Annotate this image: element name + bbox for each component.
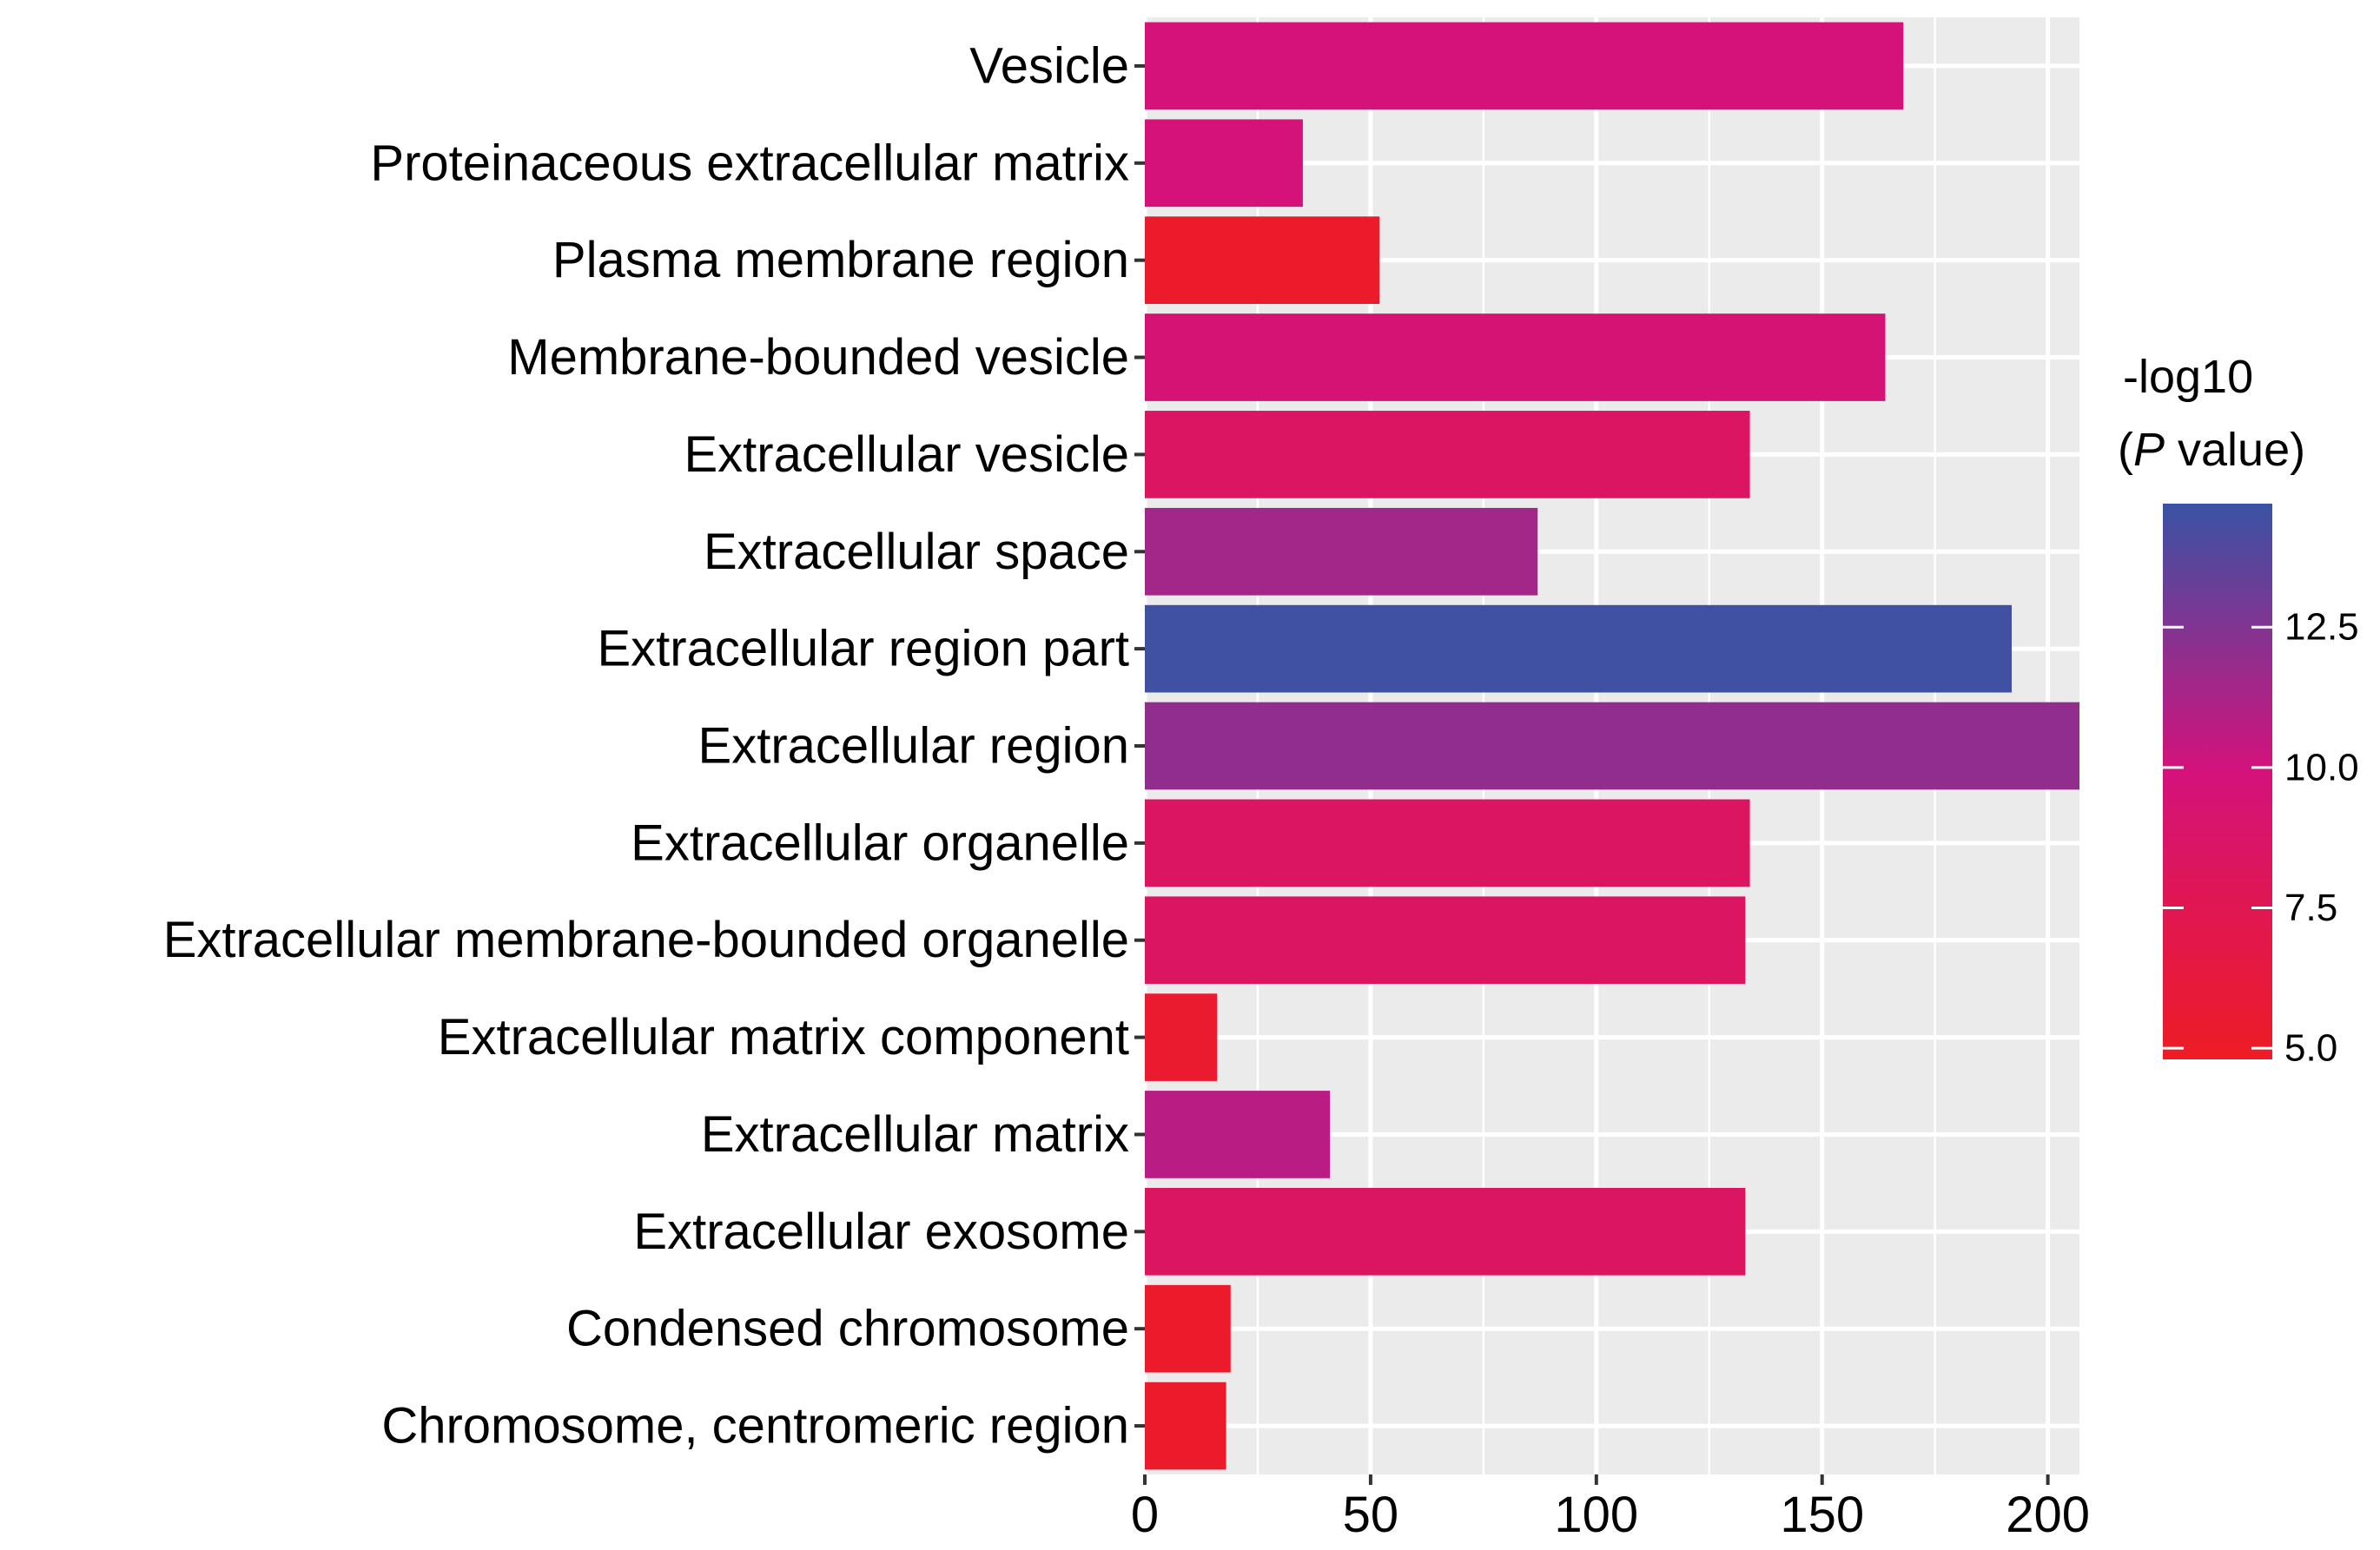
y-tick-label: Chromosome, centromeric region: [381, 1398, 1129, 1454]
y-tick-label: Condensed chromosome: [566, 1301, 1129, 1357]
legend-title-line-2: (P value): [2118, 424, 2305, 476]
y-tick-label: Extracellular membrane-bounded organelle: [163, 912, 1129, 968]
y-tick-label: Extracellular region part: [597, 621, 1129, 677]
y-tick-label: Extracellular space: [704, 524, 1129, 580]
bars: [1145, 22, 2079, 1470]
bar: [1145, 1187, 1746, 1276]
legend-tick-label: 7.5: [2284, 887, 2337, 929]
x-tick-label: 50: [1343, 1487, 1399, 1543]
y-tick-label: Membrane-bounded vesicle: [507, 329, 1129, 386]
y-tick-label: Extracellular matrix component: [438, 1009, 1129, 1065]
y-tick-label: Vesicle: [969, 37, 1129, 94]
legend-color-bar: [2163, 504, 2272, 1059]
bar: [1145, 1091, 1331, 1178]
bar: [1145, 313, 1886, 401]
legend-tick-label: 10.0: [2284, 746, 2359, 788]
y-axis: Vesicle Proteinaceous extracellular matri…: [163, 37, 1145, 1454]
y-tick-label: Extracellular region: [698, 718, 1129, 775]
y-tick-label: Plasma membrane region: [552, 232, 1129, 288]
bar: [1145, 1284, 1231, 1373]
x-tick-label: 150: [1780, 1487, 1864, 1543]
bar: [1145, 119, 1303, 208]
legend-tick-label: 5.0: [2284, 1027, 2337, 1070]
x-tick-label: 200: [2006, 1487, 2090, 1543]
bar: [1145, 411, 1750, 498]
bar: [1145, 216, 1380, 305]
y-tick-label: Extracellular organelle: [631, 815, 1129, 871]
bar: [1145, 1382, 1226, 1470]
legend-title-line-1: -log10: [2123, 351, 2253, 403]
bar: [1145, 993, 1218, 1081]
y-tick-label: Extracellular matrix: [701, 1106, 1129, 1163]
y-tick-label: Proteinaceous extracellular matrix: [370, 135, 1129, 191]
legend-tick-label: 12.5: [2284, 606, 2359, 649]
y-tick-label: Extracellular exosome: [633, 1204, 1129, 1260]
x-tick-label: 100: [1554, 1487, 1638, 1543]
x-axis: 0 50 100 150 200: [1131, 1474, 2090, 1543]
bar: [1145, 507, 1538, 596]
y-tick-label: Extracellular vesicle: [684, 426, 1129, 483]
bar: [1145, 702, 2079, 790]
legend-ticks: 5.0 7.5 10.0 12.5: [2163, 606, 2359, 1070]
bar: [1145, 604, 2013, 693]
bar: [1145, 799, 1750, 887]
bar: [1145, 896, 1746, 985]
color-legend: -log10 (P value) 5.0 7.5 10.0 12.5: [2118, 351, 2359, 1070]
x-tick-label: 0: [1131, 1487, 1159, 1543]
bar: [1145, 22, 1904, 110]
